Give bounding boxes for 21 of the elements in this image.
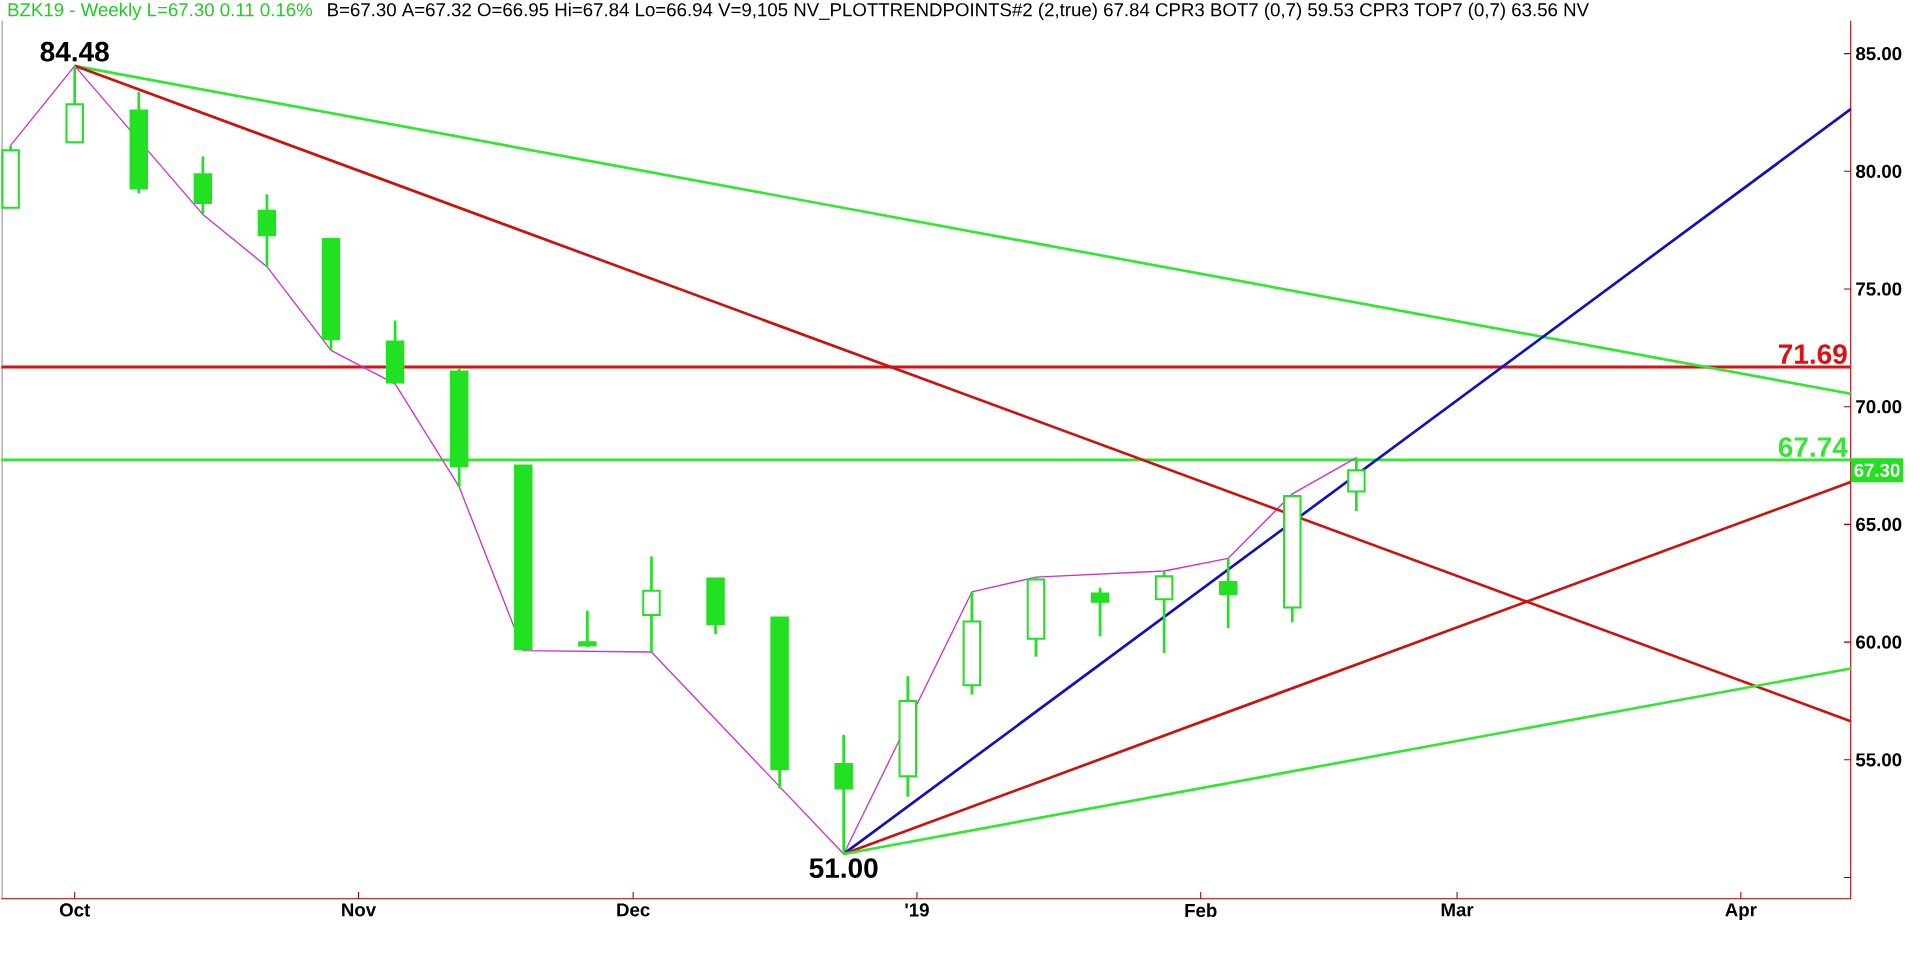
- x-tick-label: Oct: [59, 903, 91, 917]
- x-tick-label: Apr: [1725, 903, 1757, 921]
- x-tick-label: Mar: [1441, 903, 1474, 917]
- y-tick-label: 60.00: [1856, 635, 1902, 649]
- chart-subtitle: B=67.30 A=67.32 O=66.95 Hi=67.84 Lo=66.94 V=9,105 NV_PLOTTRENDPOINTS#2 (2,true) 67.84 CPR3 BOT7 (0,7) 59.53 CPR3 TOP7 (0,7) 63.56 NV: [328, 2, 1589, 21]
- ref-line-label: 67.74: [1778, 437, 1848, 457]
- x-tick-label: Nov: [342, 903, 377, 917]
- y-tick-label: 85.00: [1856, 47, 1902, 61]
- y-tick-label: 75.00: [1856, 282, 1902, 296]
- x-tick-label: Feb: [1185, 903, 1217, 918]
- y-tick-label: 70.00: [1856, 400, 1902, 414]
- y-tick-label: 80.00: [1856, 164, 1902, 178]
- annotation: 84.48: [40, 41, 109, 62]
- x-tick-label: Dec: [617, 903, 650, 917]
- annotation: 51.00: [809, 858, 878, 879]
- text: 67.30: [1854, 463, 1900, 477]
- ref-line-label: 71.69: [1778, 344, 1847, 365]
- y-tick-label: 55.00: [1855, 753, 1902, 767]
- chart-title: BZK19 - Weekly L=67.30 0.11 0.16%: [8, 2, 313, 21]
- y-tick-label: 65.00: [1856, 517, 1902, 532]
- x-tick-label: '19: [905, 903, 929, 917]
